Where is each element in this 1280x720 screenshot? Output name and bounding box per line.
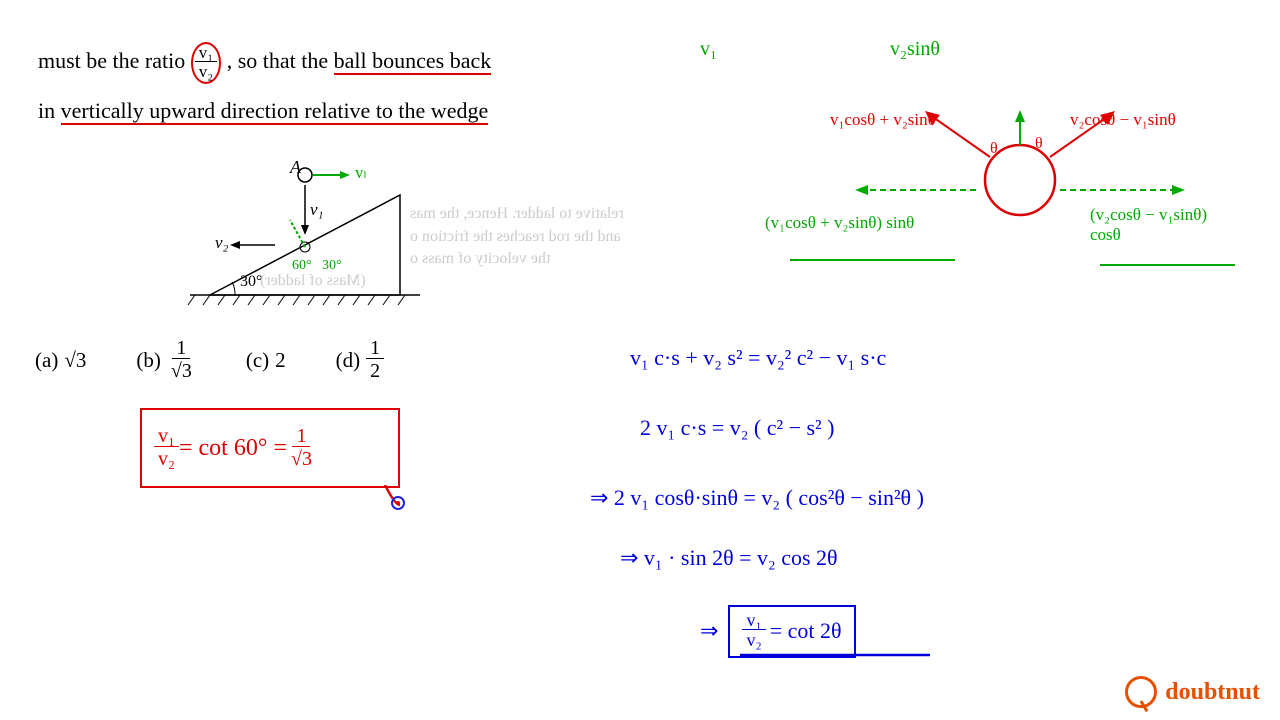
label-vL: vₗ bbox=[355, 163, 366, 183]
text-pre: must be the ratio bbox=[38, 48, 185, 73]
opt-c: (c)2 bbox=[246, 338, 286, 383]
label-v2: v₂ bbox=[215, 233, 228, 253]
ratio-num: v₁ bbox=[195, 44, 217, 62]
opt-a: (a)√3 bbox=[35, 338, 86, 383]
logo-text: doubtnut bbox=[1165, 679, 1260, 706]
vector-diagram: v₁cosθ + v₂sinθ v₂cosθ − v₁sinθ θ θ (v₁c… bbox=[780, 95, 1240, 295]
vec-br: (v₂cosθ − v₁sinθ) cosθ bbox=[1090, 205, 1240, 245]
answer-red-box: v₁ v₂ = cot 60° = 1 √3 bbox=[140, 408, 400, 488]
vec-tr: v₂cosθ − v₁sinθ bbox=[1070, 110, 1176, 130]
logo-icon bbox=[1125, 676, 1157, 708]
eq3: ⇒ 2 v₁ cosθ·sinθ = v₂ ( cos²θ − sin²θ ) bbox=[590, 485, 924, 511]
blue-underline bbox=[740, 650, 940, 660]
vec-tl: v₁cosθ + v₂sinθ bbox=[830, 110, 936, 130]
text-post: , so that the bbox=[227, 48, 334, 73]
eq1: v₁ c·s + v₂ s² = v₂² c² − v₁ s·c bbox=[630, 345, 886, 371]
vec-theta-2: θ bbox=[990, 140, 998, 158]
opt-d: (d) 12 bbox=[336, 338, 385, 383]
opt-b: (b) 1√3 bbox=[136, 338, 195, 383]
red-arrow-icon bbox=[380, 485, 420, 515]
vec-theta: θ bbox=[1035, 135, 1043, 153]
bleed-text-4: (Mass of ladder) bbox=[260, 272, 366, 290]
options-row: (a)√3 (b) 1√3 (c)2 (d) 12 bbox=[35, 338, 384, 383]
problem-line-2: in vertically upward direction relative … bbox=[38, 98, 488, 124]
eq4: ⇒ v₁ · sin 2θ = v₂ cos 2θ bbox=[620, 545, 838, 571]
bleed-text-2: and the rod reaches the friction o bbox=[410, 228, 621, 246]
note-top: v₁ bbox=[700, 38, 717, 61]
text-underlined-1: ball bounces back bbox=[334, 48, 492, 75]
problem-line-1: must be the ratio v₁ v₂ , so that the ba… bbox=[38, 42, 491, 84]
text-pre-2: in bbox=[38, 98, 61, 123]
note-top-2: v₂sinθ bbox=[890, 38, 940, 61]
label-v1: v₁ bbox=[310, 200, 323, 220]
eq2: 2 v₁ c·s = v₂ ( c² − s² ) bbox=[640, 415, 834, 441]
logo: doubtnut bbox=[1125, 676, 1260, 708]
bleed-text: relative to ladder. Hence, the mas bbox=[410, 205, 624, 223]
label-A: A bbox=[290, 157, 301, 178]
text-underlined-2: vertically upward direction relative to … bbox=[61, 98, 489, 125]
vec-bl: (v₁cosθ + v₂sinθ) sinθ bbox=[765, 213, 914, 233]
ratio-den: v₂ bbox=[195, 62, 217, 82]
bleed-text-3: the velocity of mass o bbox=[410, 250, 550, 268]
